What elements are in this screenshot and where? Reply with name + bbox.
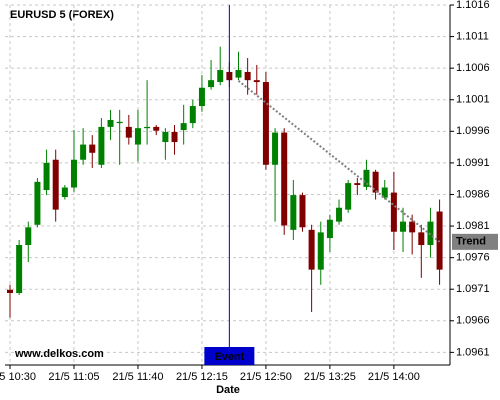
x-tick-label: 21/5 11:40 <box>112 371 163 383</box>
candle-body <box>372 171 379 193</box>
y-tick-label: 1.0971 <box>456 283 490 295</box>
y-tick-label: 1.0966 <box>456 315 490 327</box>
y-tick-label: 1.1016 <box>456 0 490 11</box>
x-tick-label: 21/5 13:25 <box>304 371 356 383</box>
candle-body <box>89 144 96 153</box>
candle-body <box>80 144 87 160</box>
y-tick-label: 1.1001 <box>456 94 490 106</box>
y-tick-label: 1.0961 <box>456 346 490 358</box>
candle-body <box>363 169 370 187</box>
candle-body <box>107 119 114 127</box>
candle-body <box>171 131 178 143</box>
candle-body <box>189 106 196 124</box>
event-label: Event <box>214 351 244 363</box>
x-tick-label: 21/5 10:30 <box>0 371 36 383</box>
candle-body <box>198 87 205 107</box>
candle-body <box>308 229 315 270</box>
x-axis-label: Date <box>216 384 240 396</box>
candle-body <box>281 132 288 226</box>
candle-body <box>125 126 132 138</box>
x-tick-label: 21/5 14:00 <box>368 371 420 383</box>
candle-body <box>52 159 59 210</box>
candle-body <box>299 195 306 228</box>
x-tick-label: 21/5 12:15 <box>176 371 228 383</box>
candle-body <box>25 227 32 245</box>
y-tick-label: 1.0996 <box>456 125 490 137</box>
candle-body <box>162 131 169 143</box>
y-tick-label: 1.1011 <box>456 30 489 42</box>
candle-body <box>262 82 269 165</box>
event-label-box <box>204 347 255 365</box>
candle-body <box>272 132 279 165</box>
chart-title: EURUSD 5 (FOREX) <box>10 9 114 21</box>
candle-body <box>153 126 160 131</box>
candle-body <box>61 187 68 197</box>
trend-line <box>237 80 441 243</box>
x-tick-label: 21/5 11:05 <box>48 371 99 383</box>
y-tick-label: 1.0976 <box>456 252 490 264</box>
candle-body <box>390 192 397 232</box>
candle-body <box>34 181 41 225</box>
candle-body <box>7 289 13 293</box>
trend-label: Trend <box>456 236 486 248</box>
candle-body <box>217 70 224 83</box>
candle-body <box>208 80 215 88</box>
source-label: www.delkos.com <box>14 348 104 360</box>
candle-body <box>354 183 361 185</box>
candle-body <box>317 232 324 270</box>
candle-body <box>345 183 352 210</box>
candle-body <box>144 126 151 129</box>
candle-body <box>409 221 416 233</box>
candle-body <box>418 232 425 245</box>
y-tick-label: 1.1006 <box>456 62 490 74</box>
x-tick-label: 21/5 12:50 <box>240 371 292 383</box>
candle-body <box>244 71 251 81</box>
y-tick-label: 1.0981 <box>456 220 490 232</box>
candle-body <box>381 187 388 198</box>
candle-body <box>253 80 260 83</box>
candle-body <box>134 128 141 145</box>
candle-body <box>98 126 105 165</box>
trend-label-box <box>452 233 498 250</box>
candle-body <box>43 162 50 191</box>
candle-body <box>16 245 23 293</box>
y-tick-label: 1.0986 <box>456 188 490 200</box>
candle-body <box>290 195 297 230</box>
y-tick-label: 1.0991 <box>456 157 490 169</box>
candle-body <box>326 219 333 239</box>
candle-body <box>70 159 77 188</box>
candle-body <box>235 70 242 78</box>
candle-body <box>180 123 187 131</box>
candle-body <box>400 221 407 232</box>
candle-body <box>336 207 343 222</box>
candle-body <box>116 121 123 124</box>
